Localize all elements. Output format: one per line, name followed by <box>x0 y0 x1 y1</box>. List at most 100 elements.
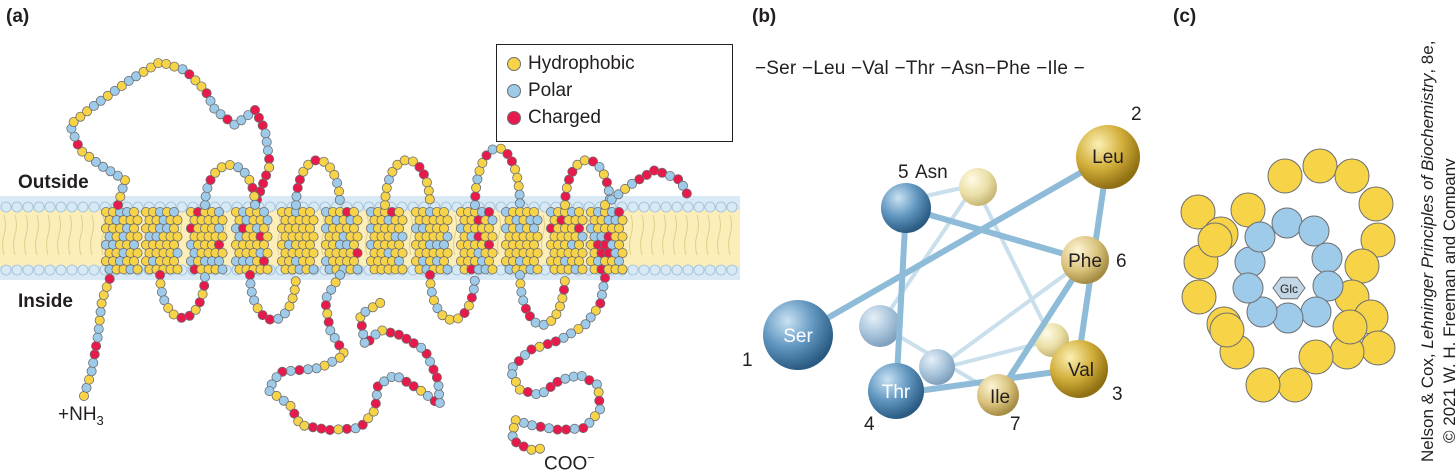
polar-swatch <box>507 84 521 98</box>
residue-bead <box>304 239 315 250</box>
residue-bead <box>452 313 463 324</box>
lipid-tail <box>409 214 413 256</box>
lipid-head <box>66 264 78 276</box>
residue-bead <box>529 206 540 217</box>
residue-bead <box>258 256 269 267</box>
polar-residue <box>1300 296 1332 328</box>
residue-bead <box>132 264 143 275</box>
residue-bead <box>326 284 337 295</box>
residue-bead <box>526 344 537 355</box>
residue-bead <box>469 275 480 286</box>
panel-c-label: (c) <box>1173 6 1197 27</box>
lipid-head <box>660 201 672 213</box>
residue-bead <box>438 256 449 267</box>
lipid-tail <box>640 214 644 256</box>
lipid-tail <box>35 214 39 256</box>
residue-bead <box>308 231 319 242</box>
lipid-head <box>66 201 78 213</box>
residue-bead <box>128 206 139 217</box>
residue-bead <box>392 159 403 170</box>
lipid-tail <box>79 214 83 256</box>
residue-bead <box>595 298 606 309</box>
legend-label: Hydrophobic <box>528 53 635 74</box>
residue-bead <box>577 215 588 226</box>
lipid-tail <box>101 214 105 256</box>
hydrophobic-residue <box>1197 222 1233 258</box>
lipid-head <box>671 201 683 213</box>
residue-bead <box>538 387 549 398</box>
residue-number-1: 1 <box>742 350 753 371</box>
lipid-head <box>33 264 45 276</box>
credit-line-1-post: , 8e, <box>1418 40 1437 74</box>
lipid-head <box>33 201 45 213</box>
residue-bead <box>566 328 577 339</box>
residue-asn <box>881 183 931 233</box>
residue-bead <box>574 206 585 217</box>
credit-line-1: Nelson & Cox, Lehninger Principles of Bi… <box>1417 41 1439 462</box>
residue-asn-label: Asn <box>915 162 948 183</box>
hydrophobic-residue <box>1358 186 1394 222</box>
credit-line-1-pre: Nelson & Cox, <box>1418 348 1437 462</box>
residue-bead <box>442 264 453 275</box>
residue-bead <box>102 90 113 101</box>
residue-bead <box>273 313 284 324</box>
residue-bead <box>588 156 599 167</box>
residue-bead <box>387 166 398 177</box>
residue-bead <box>401 333 412 344</box>
residue-bead <box>357 419 368 430</box>
residue-bead <box>363 413 374 424</box>
hydrophobic-residue <box>1245 367 1281 403</box>
residue-bead <box>414 161 425 172</box>
lipid-tail <box>706 214 710 256</box>
residue-bead <box>600 199 611 210</box>
residue-bead <box>128 256 139 267</box>
residue-bead <box>352 215 363 226</box>
residue-bead <box>348 256 359 267</box>
hydrophobic-residue <box>1209 312 1245 348</box>
lipid-head <box>638 201 650 213</box>
lipid-tail <box>24 214 28 256</box>
residue-bead <box>210 167 221 178</box>
c-terminus-label: COO− <box>544 450 595 475</box>
residue-bead <box>397 215 408 226</box>
lipid-tail <box>68 214 72 256</box>
residue-bead <box>172 247 183 258</box>
lipid-tail <box>497 214 501 256</box>
residue-bead <box>262 231 273 242</box>
residue-bead <box>304 256 315 267</box>
residue-bead <box>438 239 449 250</box>
residue-bead <box>606 194 617 205</box>
outside-label: Outside <box>18 172 89 193</box>
residue-bead <box>217 247 228 258</box>
lipid-head <box>627 264 639 276</box>
residue-bead <box>172 264 183 275</box>
residue-bead <box>535 443 546 454</box>
lipid-tail <box>365 214 369 256</box>
residue-bead <box>138 66 149 77</box>
residue-bead <box>303 159 314 170</box>
lipid-head <box>77 201 89 213</box>
lipid-head <box>11 264 23 276</box>
residue-bead <box>278 395 289 406</box>
residue-bead <box>483 239 494 250</box>
lipid-tail <box>57 214 61 256</box>
residue-bead <box>243 110 254 121</box>
polar-residue <box>1272 302 1304 334</box>
residue-bead <box>379 376 390 387</box>
polar-residue <box>1312 270 1344 302</box>
residue-bead <box>279 308 290 319</box>
residue-bead <box>393 239 404 250</box>
back-atom <box>919 349 955 385</box>
polar-residue <box>1246 296 1278 328</box>
lipid-tail <box>46 214 50 256</box>
legend-item-charged: Charged <box>507 107 601 129</box>
residue-bead <box>239 167 250 178</box>
residue-bead <box>172 215 183 226</box>
lipid-head <box>0 264 12 276</box>
residue-bead <box>524 311 535 322</box>
n-terminus-text: +NH <box>58 404 97 425</box>
residue-bead <box>75 111 86 122</box>
residue-bead <box>577 231 588 242</box>
residue-bead <box>481 150 492 161</box>
